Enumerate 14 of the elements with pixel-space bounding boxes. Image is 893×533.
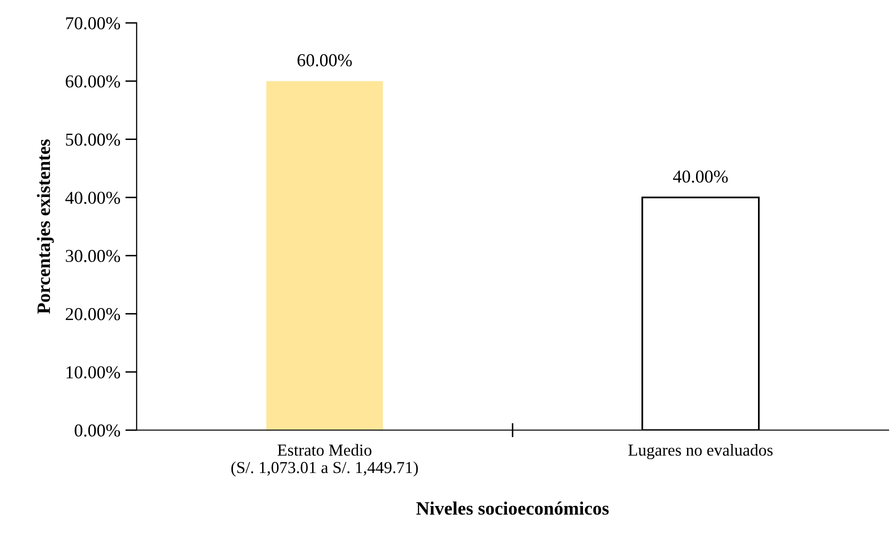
data-label: 60.00%	[298, 54, 352, 66]
y-axis-title: Porcentajes existentes	[36, 139, 54, 314]
data-label: 40.00%	[673, 170, 728, 183]
x-tick-label: Lugares no evaluados	[628, 444, 773, 460]
x-axis-title: Niveles socioeconómicos	[416, 502, 609, 515]
y-tick-label: 50.00%	[66, 134, 120, 146]
y-tick-label: 70.00%	[66, 17, 120, 30]
y-tick-label: 20.00%	[66, 308, 120, 320]
y-tick-label: 10.00%	[66, 366, 120, 378]
x-tick-label: Estrato Medio (S/. 1,073.01 a S/. 1,449.71)	[231, 444, 418, 477]
y-tick-label: 40.00%	[65, 192, 120, 204]
y-tick-label: 30.00%	[66, 250, 120, 262]
y-tick-label: 0.00%	[74, 424, 120, 437]
y-tick-label: 60.00%	[66, 75, 120, 88]
